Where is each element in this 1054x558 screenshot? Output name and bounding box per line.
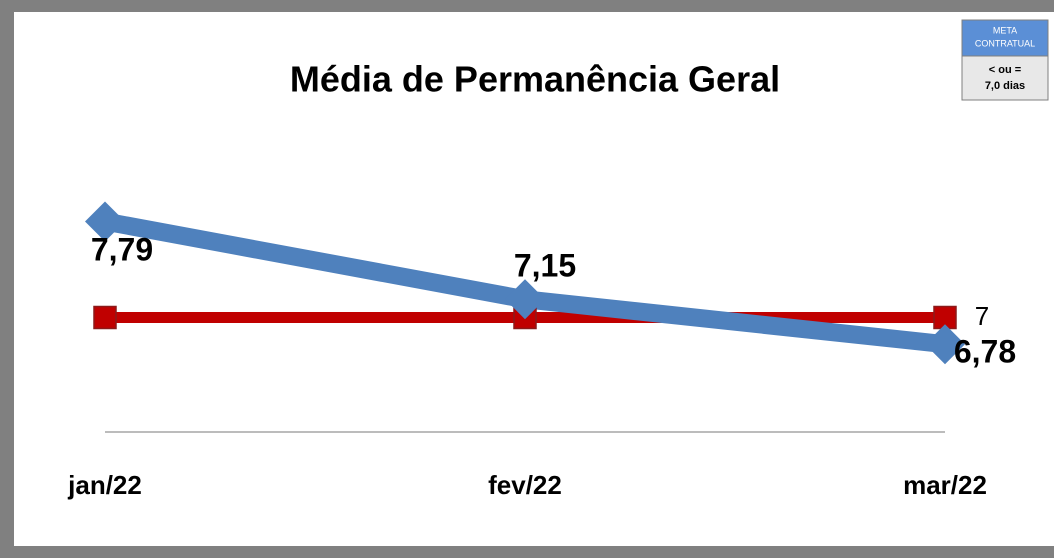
data-label: 7,15 — [514, 247, 576, 283]
legend-box-text: 7,0 dias — [985, 80, 1025, 92]
marker — [925, 324, 965, 365]
legend-box-body — [961, 55, 1049, 101]
data-label: 7 — [975, 301, 989, 331]
x-tick-label: mar/22 — [903, 470, 987, 500]
data-label: 7,79 — [91, 231, 153, 267]
marker — [85, 201, 125, 242]
chart-title: Média de Permanência Geral — [290, 59, 780, 100]
marker — [93, 305, 117, 330]
legend-box-text: CONTRATUAL — [975, 38, 1035, 48]
x-tick-label: fev/22 — [488, 470, 562, 500]
legend-box-text: META — [993, 25, 1017, 35]
x-tick-label: jan/22 — [67, 470, 142, 500]
marker — [505, 279, 545, 320]
data-label: 6,78 — [954, 333, 1016, 369]
chart-area — [14, 12, 1054, 546]
legend-box-text: < ou = — [989, 64, 1021, 76]
